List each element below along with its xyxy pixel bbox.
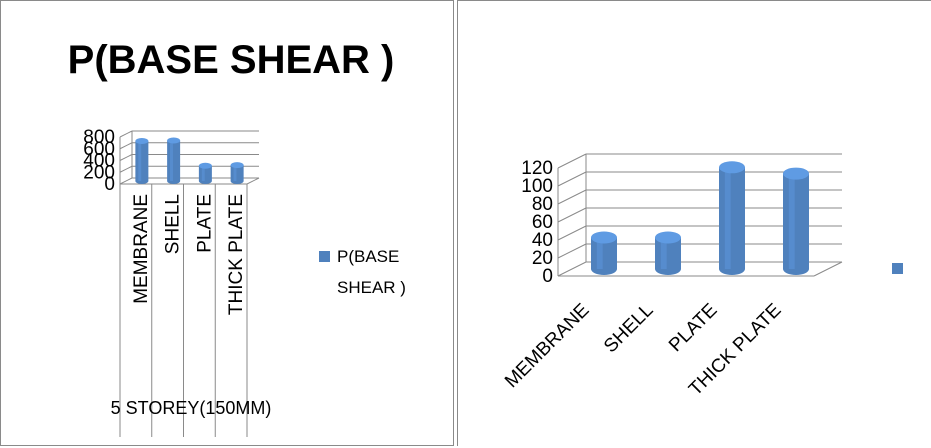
legend-label-line2: SHEAR ) xyxy=(337,278,406,297)
bar-highlight xyxy=(233,165,237,181)
grid-depth-line xyxy=(557,207,587,223)
bar-highlight xyxy=(660,237,667,269)
bar-highlight xyxy=(170,140,173,181)
y-tick-label: 20 xyxy=(532,248,553,269)
category-label: MEMBRANE xyxy=(501,300,593,392)
chart-title: P(BASE SHEAR ) xyxy=(68,38,395,82)
bar xyxy=(591,231,617,275)
legend-swatch xyxy=(319,251,330,262)
floor-right-edge xyxy=(246,177,260,185)
bar-highlight xyxy=(201,165,205,181)
y-tick-label: 120 xyxy=(521,158,553,179)
category-label: PLATE xyxy=(665,300,721,356)
y-tick-label: 600 xyxy=(83,139,115,160)
floor-right-edge xyxy=(813,261,843,277)
bar xyxy=(135,138,149,184)
grid-depth-line xyxy=(557,243,587,259)
y-tick-label: 100 xyxy=(521,176,553,197)
y-tick-label: 0 xyxy=(542,266,553,287)
y-tick-label: 80 xyxy=(532,194,553,215)
grid-depth-line xyxy=(557,153,587,169)
y-tick-label: 0 xyxy=(104,174,115,195)
bar-body xyxy=(167,140,181,184)
bar-top xyxy=(198,162,212,169)
grid-depth-line xyxy=(557,171,587,187)
category-label: SHELL xyxy=(163,194,184,254)
y-tick-label: 200 xyxy=(83,162,115,183)
left-plot-frame xyxy=(119,130,260,437)
bar-body xyxy=(135,141,149,184)
bar xyxy=(167,137,181,184)
bar-body xyxy=(719,167,745,275)
legend-swatch-right xyxy=(892,263,903,274)
bar-top xyxy=(719,161,745,174)
grid-depth-line xyxy=(119,130,133,138)
right-bars xyxy=(591,161,809,275)
bar-top xyxy=(230,162,244,169)
category-label: PLATE xyxy=(194,194,215,253)
y-tick-label: 40 xyxy=(532,230,553,251)
grid-depth-line xyxy=(557,225,587,241)
bar-body xyxy=(783,173,809,275)
bar-top xyxy=(167,137,181,144)
bar-top xyxy=(655,231,681,244)
bar-highlight xyxy=(138,141,142,181)
grid-depth-line xyxy=(119,165,133,173)
grid-depth-line xyxy=(119,154,133,161)
bar-highlight xyxy=(596,237,603,269)
category-label: MEMBRANE xyxy=(131,194,152,304)
bar xyxy=(230,162,244,184)
bar xyxy=(719,161,745,275)
bar-top xyxy=(783,167,809,180)
bar xyxy=(783,167,809,275)
bar-top xyxy=(591,231,617,244)
bar xyxy=(655,231,681,275)
grid-depth-line xyxy=(557,261,587,277)
bar-highlight xyxy=(788,173,795,269)
chart-panel-right: 0 20 40 60 80 100 120 MEMBRANE SHELL PLATE THICK … xyxy=(457,0,931,446)
chart-panel-left: P(BASE SHEAR ) 0 200 400 600 800 MEMBRANE SHE… xyxy=(0,0,454,446)
left-category-labels: MEMBRANE SHELL PLATE THICK PLATE xyxy=(131,194,247,315)
category-label: THICK PLATE xyxy=(226,194,247,315)
y-tick-label: 400 xyxy=(83,151,115,172)
y-tick-label: 800 xyxy=(83,127,115,148)
bar-top xyxy=(135,138,149,145)
y-tick-label: 60 xyxy=(532,212,553,233)
left-bars xyxy=(135,137,244,184)
grid-depth-line xyxy=(119,142,133,150)
x-axis-label: 5 STOREY(150MM) xyxy=(111,398,272,418)
legend-label-line1: P(BASE xyxy=(337,247,399,266)
bar xyxy=(198,162,212,184)
category-label: SHELL xyxy=(600,300,657,357)
grid-depth-line xyxy=(557,189,587,205)
grid-depth-line xyxy=(119,177,133,185)
bar-highlight xyxy=(724,167,731,269)
